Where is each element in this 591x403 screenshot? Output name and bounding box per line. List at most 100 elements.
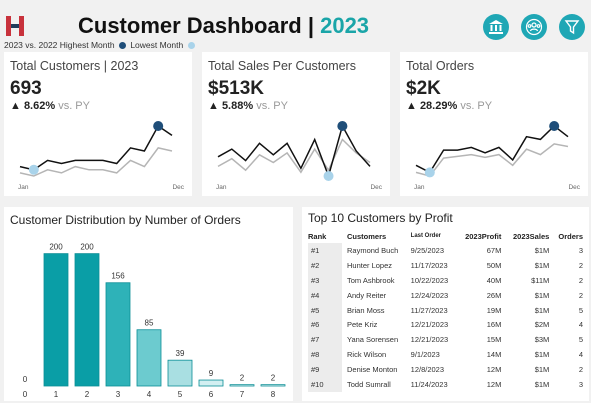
highest-month-marker[interactable] [153, 121, 164, 131]
sparkline-end-label: Dec [172, 184, 184, 191]
sparkline-start-label: Jan [414, 184, 425, 191]
cell-orders: 3 [578, 379, 583, 389]
cell-orders: 2 [578, 290, 583, 300]
kpi-card-sales: Total Sales Per Customers $513K ▲ 5.88% … [202, 52, 390, 196]
sparkline-start-label: Jan [18, 184, 29, 191]
x-tick-label: 6 [209, 390, 214, 399]
cell-rank: #7 [308, 332, 342, 348]
cell-rank: #1 [308, 243, 342, 258]
cell-orders: 5 [578, 305, 583, 315]
page-title: Customer Dashboard | 2023 [78, 13, 369, 39]
col-profit[interactable]: 2023Profit [465, 231, 502, 241]
lowest-month-marker[interactable] [28, 164, 39, 175]
kpi-value: 693 [10, 78, 42, 99]
highest-month-marker[interactable] [549, 121, 560, 131]
bar[interactable] [43, 253, 69, 387]
table-row[interactable]: #6 Pete Kriz 12/21/2023 16M $2M 4 [308, 317, 586, 333]
x-tick-label: 5 [178, 390, 183, 399]
bar-value-label: 2 [240, 374, 245, 383]
kpi-title: Total Customers | 2023 [10, 59, 139, 73]
x-tick-label: 2 [85, 390, 90, 399]
highest-month-dot [118, 41, 126, 49]
cell-rank: #9 [308, 362, 342, 378]
sparkline-current-year [415, 125, 569, 174]
cell-customer: Todd Sumrall [347, 379, 391, 389]
col-orders[interactable]: Orders [558, 231, 583, 241]
bank-icon[interactable] [483, 14, 509, 40]
cell-sales: $1M [534, 305, 550, 315]
x-tick-label: 4 [147, 390, 152, 399]
cell-profit: 12M [486, 379, 502, 389]
cell-profit: 12M [486, 365, 502, 375]
cell-orders: 4 [578, 350, 583, 360]
kpi-change-vs: vs. PY [55, 100, 90, 112]
cell-orders: 5 [578, 335, 583, 345]
bar-value-label: 0 [23, 375, 28, 384]
lowest-month-marker[interactable] [424, 167, 435, 178]
table-row[interactable]: #3 Tom Ashbrook 10/22/2023 40M $11M 2 [308, 272, 586, 288]
bar[interactable] [229, 384, 255, 387]
cell-customer: Brian Moss [347, 305, 385, 315]
kpi-value: $2K [406, 78, 441, 99]
table-row[interactable]: #9 Denise Monton 12/8/2023 12M $1M 2 [308, 362, 586, 378]
top10-title: Top 10 Customers by Profit [308, 211, 453, 225]
cell-customer: Pete Kriz [347, 320, 378, 330]
cell-customer: Hunter Lopez [347, 260, 393, 270]
x-tick-label: 0 [23, 390, 28, 399]
cell-sales: $1M [534, 260, 550, 270]
cell-last-order: 10/22/2023 [410, 275, 449, 285]
table-row[interactable]: #8 Rick Wilson 9/1/2023 14M $1M 4 [308, 347, 586, 363]
table-row[interactable]: #4 Andy Reiter 12/24/2023 26M $1M 2 [308, 287, 586, 303]
highest-month-marker[interactable] [337, 121, 348, 131]
col-customers[interactable]: Customers [347, 231, 387, 241]
bar-value-label: 2 [271, 374, 276, 383]
col-sales[interactable]: 2023Sales [513, 231, 550, 241]
kpi-change: ▲ 8.62% vs. PY [10, 100, 90, 112]
cell-rank: #8 [308, 347, 342, 363]
sparkline-sales [217, 121, 371, 181]
top-icons [483, 14, 585, 40]
table-row[interactable]: #5 Brian Moss 11/27/2023 19M $1M 5 [308, 302, 586, 318]
bar[interactable] [198, 379, 224, 387]
kpi-change-vs: vs. PY [253, 100, 288, 112]
bar[interactable] [167, 359, 193, 387]
cell-profit: 67M [486, 245, 502, 255]
chart-title: Customer Distribution by Number of Order… [10, 213, 241, 227]
top10-table: Rank Customers Last Order 2023Profit 202… [308, 229, 586, 392]
table-row[interactable]: #1 Raymond Buch 9/25/2023 67M $1M 3 [308, 243, 586, 258]
bar-value-label: 39 [176, 349, 185, 358]
cell-profit: 26M [486, 290, 502, 300]
sparkline-start-label: Jan [216, 184, 227, 191]
table-row[interactable]: #7 Yana Sorensen 12/21/2023 15M $3M 5 [308, 332, 586, 348]
bar[interactable] [74, 253, 100, 387]
cell-orders: 4 [578, 320, 583, 330]
col-rank[interactable]: Rank [308, 231, 327, 241]
sparkline-orders [415, 121, 569, 178]
lowest-month-marker[interactable] [323, 171, 334, 181]
x-tick-label: 8 [271, 390, 276, 399]
cell-last-order: 12/21/2023 [410, 320, 449, 330]
cell-customer: Raymond Buch [347, 245, 399, 255]
bar[interactable] [260, 384, 286, 387]
bar[interactable] [136, 329, 162, 387]
kpi-change: ▲ 28.29% vs. PY [406, 100, 492, 112]
kpi-card-orders: Total Orders $2K ▲ 28.29% vs. PY Jan Dec [400, 52, 588, 196]
cell-profit: 40M [486, 275, 502, 285]
kpi-change: ▲ 5.88% vs. PY [208, 100, 288, 112]
cell-customer: Andy Reiter [347, 290, 387, 300]
bar[interactable] [105, 282, 131, 387]
cell-profit: 50M [486, 260, 502, 270]
table-row[interactable]: #2 Hunter Lopez 11/17/2023 50M $1M 2 [308, 257, 586, 273]
sparkline-customers [19, 121, 173, 177]
filter-icon[interactable] [559, 14, 585, 40]
customers-icon[interactable] [521, 14, 547, 40]
cell-customer: Denise Monton [347, 365, 398, 375]
cell-profit: 15M [486, 335, 502, 345]
cell-last-order: 11/24/2023 [410, 379, 448, 389]
table-row[interactable]: #10 Todd Sumrall 11/24/2023 12M $1M 3 [308, 377, 586, 392]
cell-sales: $1M [534, 245, 550, 255]
cell-rank: #2 [308, 257, 342, 273]
col-last-order[interactable]: Last Order [410, 233, 441, 239]
brand-logo [4, 14, 26, 38]
cell-customer: Rick Wilson [347, 350, 387, 360]
